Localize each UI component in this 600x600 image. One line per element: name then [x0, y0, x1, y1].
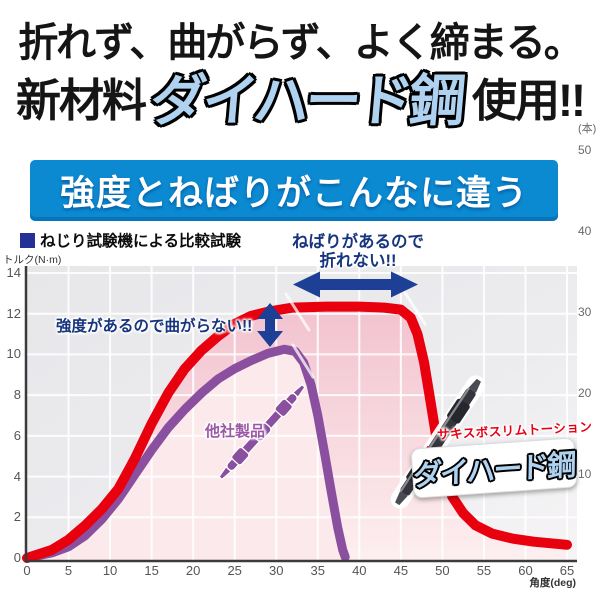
annotation-tenacity-line1: ねばりがあるので [292, 233, 424, 251]
right-axis-tick: 30 [578, 305, 592, 319]
x-tick-label: 10 [102, 563, 118, 578]
x-tick-label: 25 [227, 563, 242, 578]
headline-sub: 新材料 ダイハード鋼 使用!! [0, 58, 600, 134]
legend-square-icon [20, 232, 35, 248]
curve-lines [22, 301, 572, 563]
strength-arrow [257, 303, 283, 347]
x-tick-label: 55 [476, 563, 492, 578]
y-tick-label: 4 [13, 468, 21, 484]
x-tick-label: 5 [64, 563, 73, 578]
y-tick-label: 6 [13, 427, 21, 443]
x-tick-label: 60 [518, 563, 533, 578]
right-axis-tick: 40 [578, 224, 592, 238]
diehard-steel-logo: ダイハード鋼 [147, 68, 465, 132]
shine-streaks [284, 286, 427, 379]
annotation-tenacity: ねばりがあるので 折れない!! [276, 233, 440, 271]
x-axis-unit-label: 角度(deg) [529, 577, 576, 589]
tenacity-arrow [293, 271, 418, 298]
comparison-banner: 強度とねばりがこんなに違う [30, 160, 558, 221]
headline-main: 折れず、曲がらず、よく締まる。 [18, 21, 584, 65]
y-tick-label: 14 [6, 265, 21, 280]
y-tick-label: 2 [13, 509, 21, 525]
x-tick-label: 30 [268, 563, 284, 578]
x-tick-label: 20 [185, 563, 201, 578]
right-axis-unit: (本) [578, 123, 597, 135]
x-tick-label: 40 [352, 563, 367, 578]
headline-material-label: 新材料 [16, 74, 147, 126]
annotation-strength: 強度があるので曲がらない!! [56, 318, 253, 335]
legend-label: ねじり試験機による比較試験 [40, 233, 242, 250]
x-tick-label: 35 [310, 563, 325, 578]
chart-axes [24, 266, 577, 563]
y-axis-unit-label: トルク(N·m) [3, 254, 62, 266]
y-axis-ticks: 0 2 4 6 8 10 12 14 [0, 250, 21, 570]
y-tick-label: 10 [6, 346, 21, 362]
diehard-steel-badge-logo: ダイハード鋼 [413, 449, 575, 493]
torque-chart [22, 266, 577, 563]
headline-use-label: 使用!! [471, 74, 586, 126]
y-tick-label: 0 [13, 550, 21, 565]
x-axis-ticks: 0 5 10 15 20 25 30 35 40 45 50 55 60 65 [0, 563, 600, 579]
x-tick-label: 0 [23, 563, 31, 578]
x-tick-label: 45 [393, 563, 409, 578]
right-axis-tick: 10 [578, 467, 592, 481]
chart-legend: ねじり試験機による比較試験 [20, 229, 241, 251]
x-tick-label: 65 [559, 563, 575, 578]
competitor-bit-silhouette [218, 383, 306, 481]
annotation-tenacity-line2: 折れない!! [319, 251, 397, 270]
x-tick-label: 15 [144, 563, 159, 578]
right-axis-tick: 50 [578, 143, 592, 157]
y-tick-label: 12 [6, 305, 21, 321]
right-axis-tick: 20 [578, 386, 592, 400]
x-tick-label: 50 [435, 563, 450, 578]
competitor-label: 他社製品 [205, 423, 266, 440]
y-tick-label: 8 [13, 387, 21, 403]
banner-text: 強度とねばりがこんなに違う [59, 174, 528, 213]
gridlines [26, 266, 577, 561]
